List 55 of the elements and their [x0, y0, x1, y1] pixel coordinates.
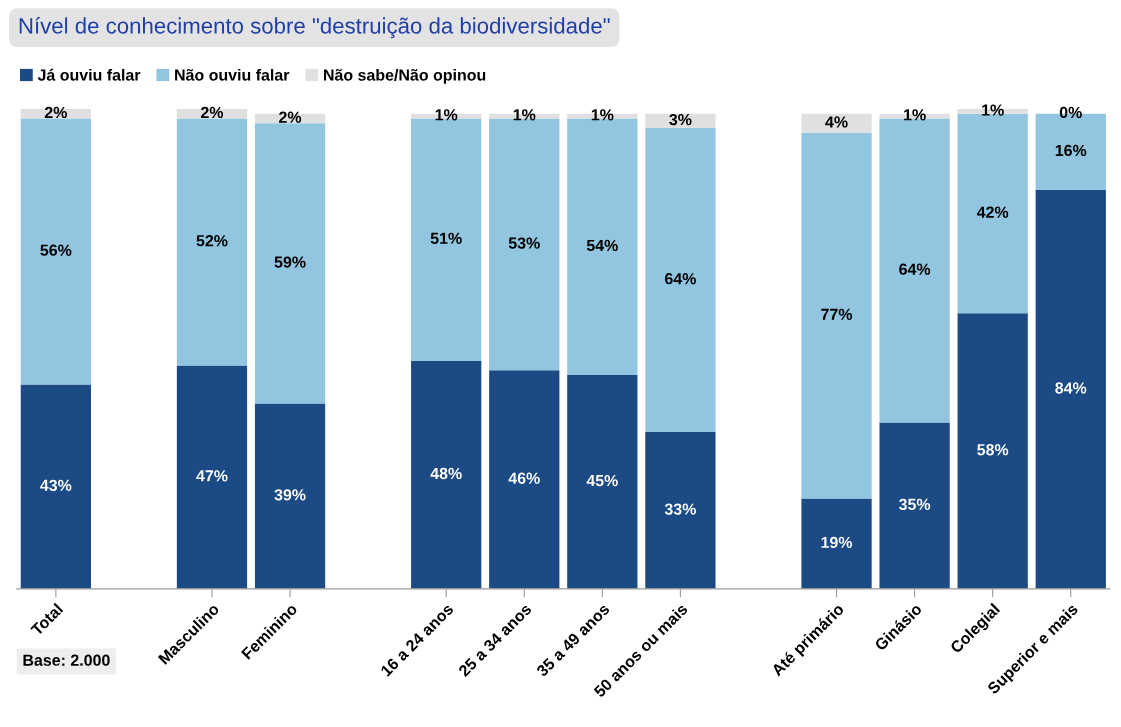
data-label: 51% [430, 232, 462, 244]
bar [254, 123, 326, 404]
legend-label: Não ouviu falar [175, 68, 290, 81]
data-label: 52% [196, 235, 228, 247]
data-label: 58% [977, 444, 1009, 456]
data-label: 1% [904, 109, 926, 121]
text: Base: 2.000 [23, 654, 110, 666]
data-label: 42% [976, 206, 1009, 218]
data-label: 64% [899, 263, 931, 275]
chart-title: Nível de conhecimento sobre "destruição da biodiversidade" [19, 17, 610, 39]
data-label: 33% [664, 503, 696, 515]
data-label: 3% [669, 113, 692, 126]
data-label: 2% [279, 111, 302, 123]
data-label: 0% [1059, 106, 1082, 119]
legend-label: Já ouviu falar [37, 68, 141, 81]
data-label: 45% [586, 475, 618, 487]
bar [645, 128, 716, 433]
bar [20, 118, 91, 385]
data-label: 35% [899, 498, 931, 511]
bar [957, 313, 1028, 589]
data-label: 84% [1055, 382, 1087, 394]
data-label: 4% [825, 116, 848, 128]
bar [20, 384, 91, 589]
bar [645, 432, 716, 589]
bar [176, 365, 248, 589]
data-label: 54% [586, 239, 618, 252]
bar [879, 422, 950, 589]
data-label: 47% [196, 470, 228, 482]
bar [176, 118, 248, 366]
data-label: 1% [513, 109, 536, 121]
data-label: 1% [435, 109, 458, 121]
data-label: 1% [982, 104, 1004, 116]
legend-label: Não sabe/Não opinou [324, 68, 486, 84]
data-label: 2% [44, 106, 67, 119]
data-label: 46% [508, 472, 540, 484]
data-label: 64% [665, 273, 696, 285]
bar [489, 370, 560, 589]
bar [801, 132, 872, 499]
data-label: 39% [274, 489, 306, 501]
bar [567, 375, 638, 589]
bar [1035, 189, 1106, 589]
data-label: 48% [430, 467, 462, 480]
data-label: 1% [591, 109, 614, 121]
data-label: 2% [201, 106, 224, 119]
bar [254, 403, 326, 589]
bar [801, 498, 872, 589]
data-label: 56% [40, 244, 72, 256]
data-label: 59% [274, 256, 306, 268]
data-label: 53% [508, 237, 540, 249]
bar [801, 113, 872, 133]
data-label: 19% [821, 536, 853, 549]
data-label: 77% [821, 308, 853, 320]
data-label: 16% [1055, 144, 1087, 157]
bar [411, 360, 482, 589]
data-label: 43% [40, 479, 72, 492]
